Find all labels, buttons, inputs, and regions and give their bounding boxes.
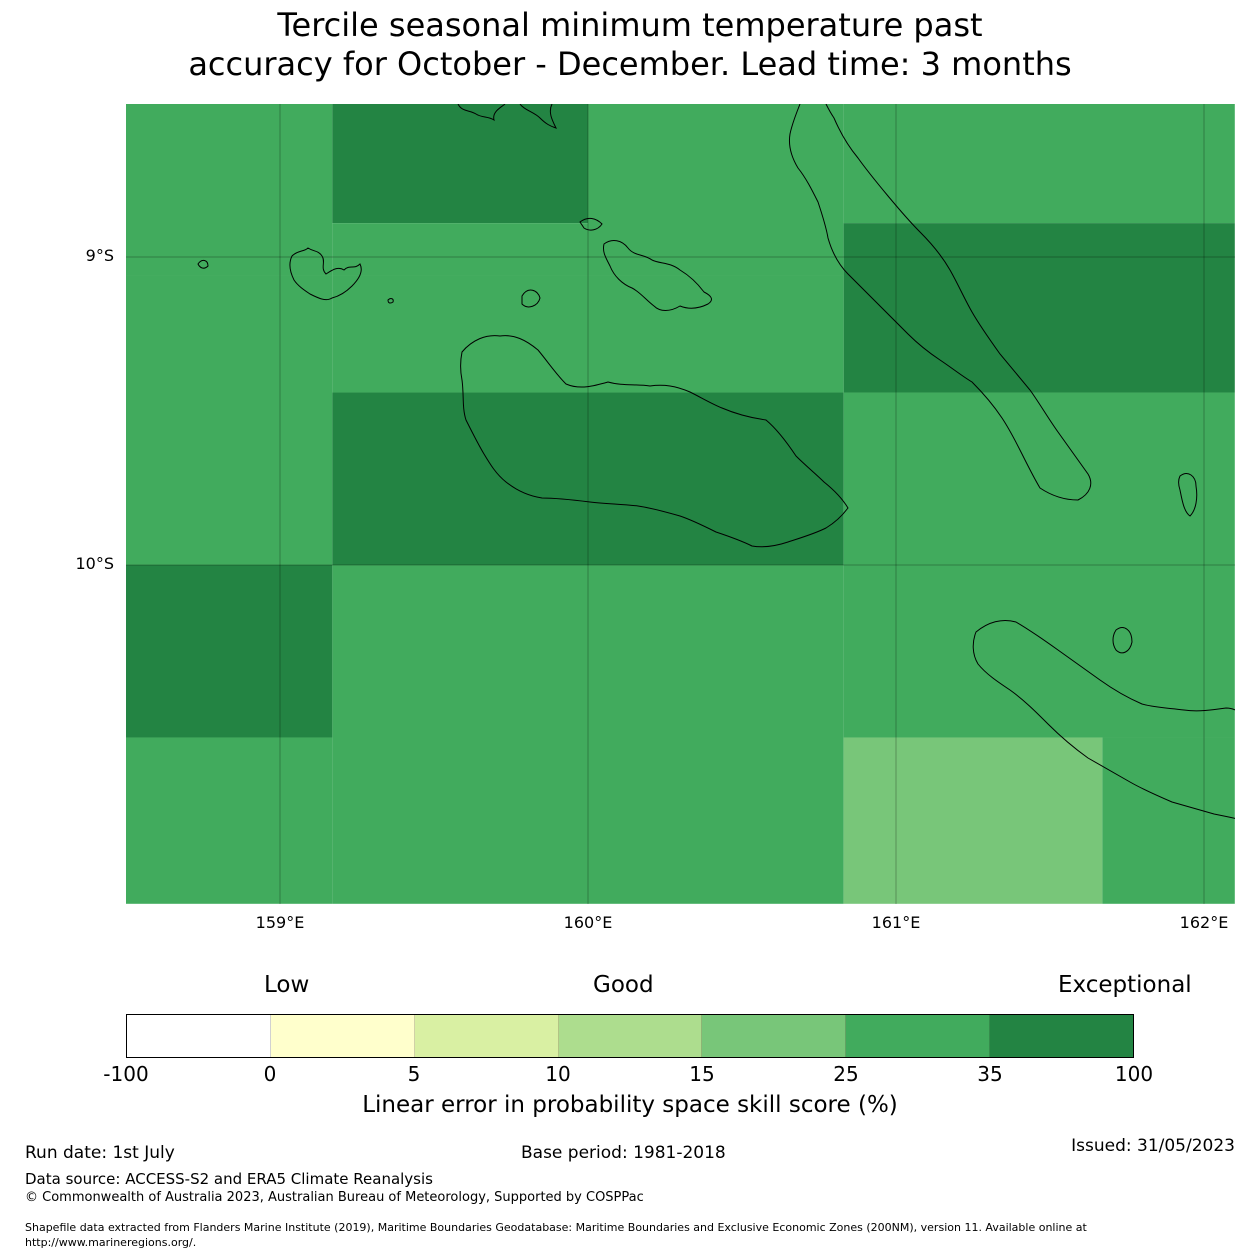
colorbar-tick-1: 0 [263,1062,277,1086]
coastline-ugi [1112,627,1133,654]
colorbar-label: Linear error in probability space skill … [362,1092,898,1118]
coastline-guadalcanal [460,335,849,548]
skill-cell-7 [332,275,844,393]
copyright: © Commonwealth of Australia 2023, Austra… [25,1190,644,1205]
colorbar-tick-7: 100 [1114,1062,1154,1086]
issued-date: Issued: 31/05/2023 [1071,1136,1235,1156]
coastline-island-north-top [457,104,557,129]
colorbar-segment-3 [558,1015,703,1057]
colorbar-segment-6 [990,1015,1134,1057]
skill-cells [126,104,1235,904]
colorbar-tick-0: -100 [103,1062,149,1086]
colorbar-tick-4: 15 [689,1062,715,1086]
coastline-islet-2 [387,298,394,304]
coastline-ulawa [1178,473,1198,517]
colorbar-tick-2: 5 [407,1062,421,1086]
skill-cell-10 [126,565,333,738]
base-period: Base period: 1981-2018 [521,1143,726,1163]
skill-cell-2 [332,223,588,276]
skill-cell-15 [1102,737,1235,904]
colorbar-segment-0 [127,1015,271,1057]
colorbar-tick-5: 25 [833,1062,859,1086]
coastline-islet-3 [579,217,603,231]
colorbar-segment-1 [270,1015,415,1057]
lon-label-160e: 160°E [563,913,613,932]
skill-cell-11 [332,565,844,904]
coastlines [197,104,1235,819]
graticule [126,104,1235,904]
colorbar-segment-5 [846,1015,991,1057]
skill-cell-1 [332,104,588,224]
lon-label-162e: 162°E [1179,913,1229,932]
coastline-florida-islands [289,247,362,301]
legend-category-exceptional: Exceptional [1058,972,1192,998]
legend-category-good: Good [593,972,654,998]
lon-label-161e: 161°E [871,913,921,932]
lat-label-10s: 10°S [75,554,114,573]
colorbar-segment-2 [414,1015,559,1057]
skill-cell-9 [843,392,1235,565]
shapefile-credit-line-2: http://www.marineregions.org/. [25,1236,197,1249]
skill-cell-0 [126,104,333,276]
skill-cell-14 [843,737,1103,904]
skill-cell-13 [843,565,1235,738]
lat-label-9s: 9°S [85,246,114,265]
coastline-islet-4 [521,289,541,308]
title-line-1: Tercile seasonal minimum temperature pas… [277,6,983,44]
colorbar-tick-3: 10 [545,1062,571,1086]
title-line-2: accuracy for October - December. Lead ti… [188,45,1072,83]
coastline-islet-1 [197,259,209,269]
coastline-makira [972,619,1235,819]
lon-label-159e: 159°E [255,913,305,932]
chart-title: Tercile seasonal minimum temperature pas… [0,6,1260,84]
shapefile-credit-line-1: Shapefile data extracted from Flanders M… [25,1221,1087,1234]
colorbar [126,1014,1134,1058]
skill-cell-5 [843,223,1235,393]
coastline-malaita [789,104,1092,501]
skill-cell-3 [588,104,844,276]
skill-cell-6 [126,275,333,565]
data-source: Data source: ACCESS-S2 and ERA5 Climate … [25,1170,433,1188]
skill-cell-4 [843,104,1235,224]
colorbar-tick-6: 35 [977,1062,1003,1086]
run-date: Run date: 1st July [25,1143,175,1163]
legend-category-low: Low [264,972,310,998]
coastline-savo-russell [603,240,712,311]
skill-cell-8 [332,392,844,565]
colorbar-segment-4 [702,1015,847,1057]
skill-map [126,104,1235,904]
skill-cell-12 [126,737,333,904]
